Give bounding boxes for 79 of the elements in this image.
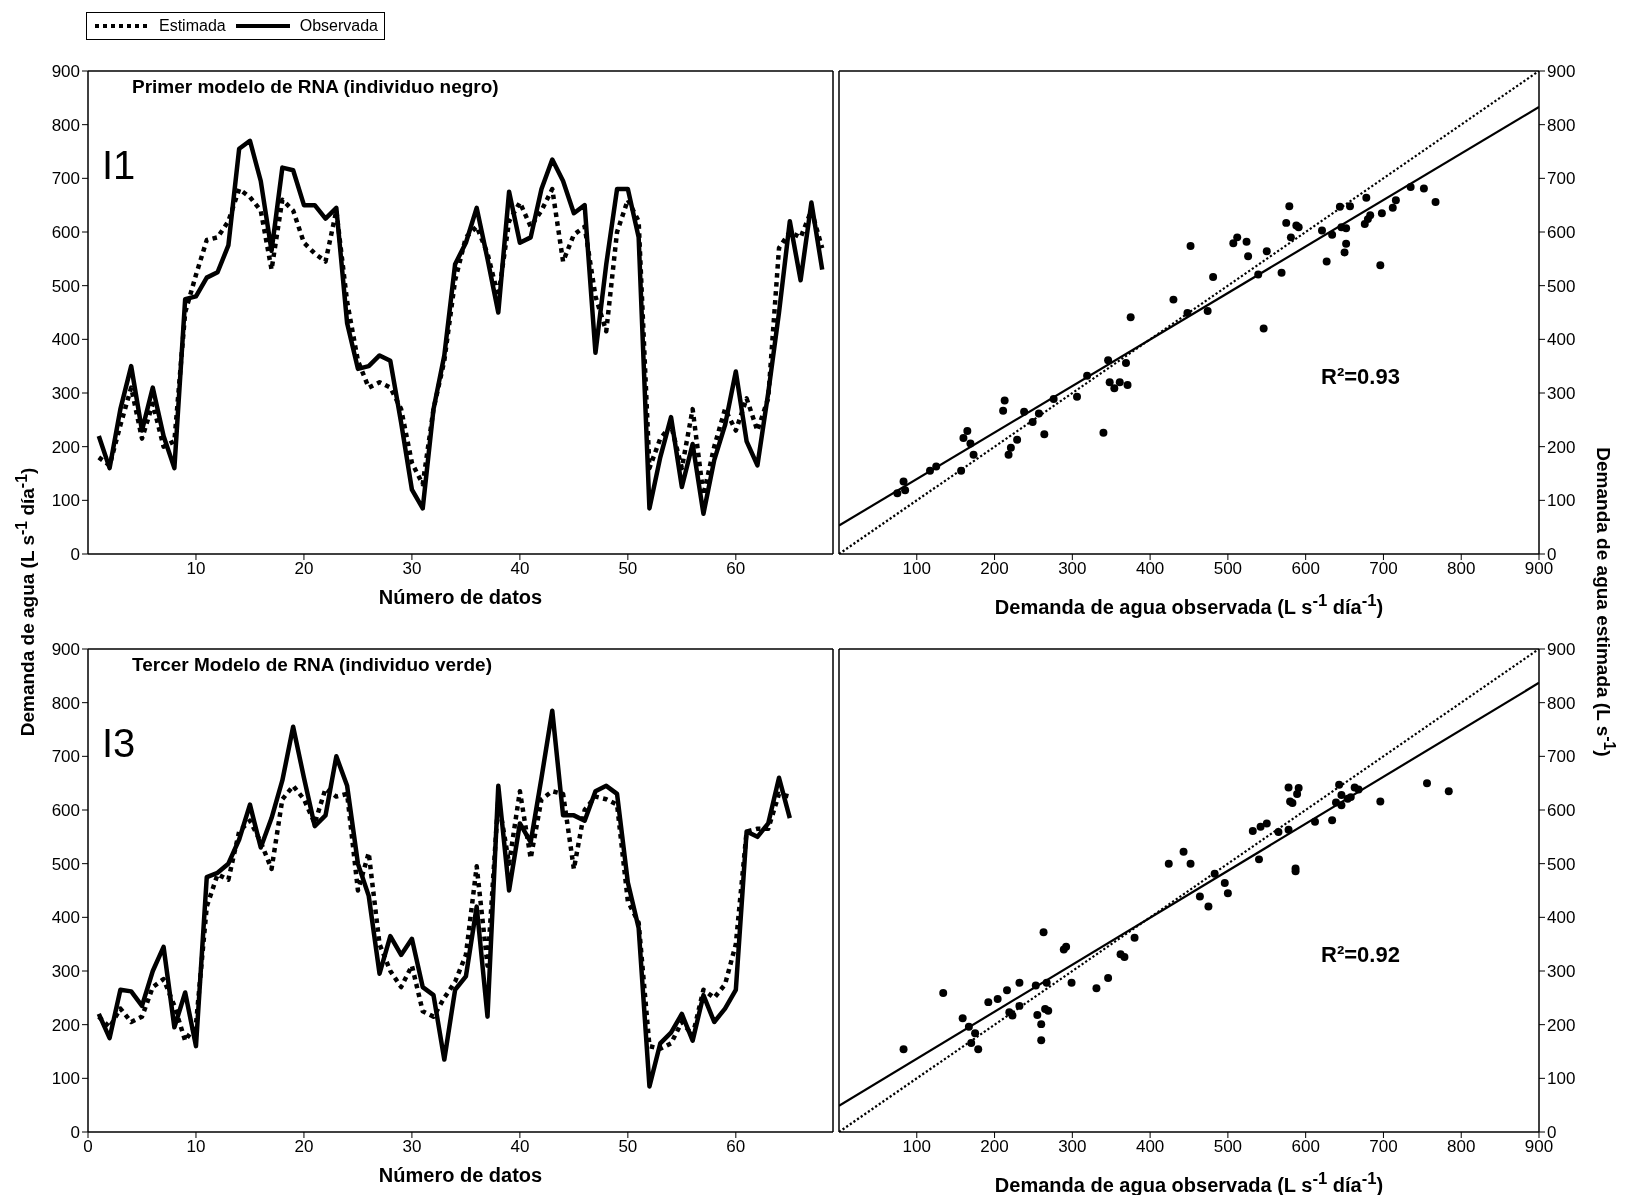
x-tick-label: 10	[186, 1137, 206, 1157]
x-tick-label: 500	[1213, 559, 1243, 579]
y2-tick-label: 200	[1547, 1015, 1576, 1035]
legend-label: Estimada	[159, 17, 226, 35]
y2-tick-label: 500	[1547, 276, 1576, 296]
x-tick-label: 40	[510, 559, 530, 579]
x-tick-label: 600	[1291, 1137, 1320, 1157]
y-tick-label: 200	[51, 1015, 80, 1035]
y-tick-label: 600	[51, 801, 80, 821]
x-tick-label: 40	[510, 1137, 530, 1157]
annotation: R²=0.92	[1321, 942, 1400, 969]
y2-tick-label: 600	[1547, 223, 1576, 243]
x-tick-label: 50	[618, 559, 638, 579]
y-tick-label: 700	[51, 747, 80, 767]
x-tick-label: 20	[294, 1137, 314, 1157]
y2-tick-label: 300	[1547, 384, 1576, 404]
x-tick-label: 300	[1058, 559, 1087, 579]
x-tick-label: 50	[618, 1137, 638, 1157]
x-tick-label: 500	[1213, 1137, 1243, 1157]
y-tick-label: 500	[51, 276, 80, 296]
line-series	[96, 138, 825, 516]
y2-tick-label: 400	[1547, 330, 1576, 350]
y2-tick-label: 700	[1547, 747, 1576, 767]
y2-tick-label: 800	[1547, 115, 1576, 135]
y-tick-label: 100	[51, 491, 80, 511]
y-tick-label: 0	[70, 545, 80, 565]
annotation: I1	[94, 137, 144, 194]
x-tick-label: 30	[402, 1137, 422, 1157]
y2-tick-label: 900	[1547, 62, 1576, 82]
y-tick-label: 700	[51, 169, 80, 189]
x-tick-label: 60	[726, 1137, 746, 1157]
y2-tick-label: 100	[1547, 1069, 1576, 1089]
y2-tick-label: 800	[1547, 693, 1576, 713]
x-tick-label: 400	[1135, 1137, 1165, 1157]
chart-title: Tercer Modelo de RNA (individuo verde)	[132, 654, 492, 676]
legend-label: Observada	[299, 17, 378, 35]
y-tick-label: 200	[51, 437, 80, 457]
x-tick-label: 100	[902, 559, 931, 579]
y-tick-label: 100	[51, 1069, 80, 1089]
x-tick-label: 0	[83, 1137, 93, 1157]
y2-tick-label: 700	[1547, 169, 1576, 189]
y-tick-label: 500	[51, 854, 80, 874]
x-tick-label: 30	[402, 559, 422, 579]
annotation: R²=0.93	[1321, 364, 1400, 391]
y-tick-label: 300	[51, 384, 80, 404]
x-axis-title: Número de datos	[378, 1163, 543, 1187]
y2-tick-label: 400	[1547, 908, 1576, 928]
y2-tick-label: 100	[1547, 491, 1576, 511]
x-tick-label: 200	[980, 559, 1009, 579]
x-tick-label: 600	[1291, 559, 1320, 579]
y2-tick-label: 300	[1547, 962, 1576, 982]
chart-title: Primer modelo de RNA (individuo negro)	[132, 76, 499, 98]
x-tick-label: 700	[1369, 559, 1398, 579]
annotation: I3	[94, 715, 144, 772]
x-tick-label: 60	[726, 559, 746, 579]
y2-tick-label: 200	[1547, 437, 1576, 457]
y-tick-label: 0	[70, 1123, 80, 1143]
x-tick-label: 10	[186, 559, 206, 579]
y2-tick-label: 600	[1547, 801, 1576, 821]
y-tick-label: 800	[51, 115, 80, 135]
y-tick-label: 800	[51, 693, 80, 713]
y-tick-label: 900	[51, 62, 80, 82]
x-tick-label: 200	[980, 1137, 1009, 1157]
y2-tick-label: 500	[1547, 854, 1576, 874]
y-tick-label: 900	[51, 640, 80, 660]
x-tick-label: 100	[902, 1137, 931, 1157]
y2-tick-label: 900	[1547, 640, 1576, 660]
x-tick-label: 800	[1447, 1137, 1476, 1157]
y-tick-label: 600	[51, 223, 80, 243]
x-axis-title: Demanda de agua observada (L s$^{-1}$ día$^{-1}$)	[994, 591, 1384, 619]
x-tick-label: 800	[1447, 559, 1476, 579]
x-tick-label: 400	[1135, 559, 1165, 579]
x-tick-label: 20	[294, 559, 314, 579]
x-tick-label: 300	[1058, 1137, 1087, 1157]
y-tick-label: 300	[51, 962, 80, 982]
x-axis-title: Número de datos	[378, 585, 543, 609]
y-tick-label: 400	[51, 330, 80, 350]
y-tick-label: 400	[51, 908, 80, 928]
x-tick-label: 700	[1369, 1137, 1398, 1157]
